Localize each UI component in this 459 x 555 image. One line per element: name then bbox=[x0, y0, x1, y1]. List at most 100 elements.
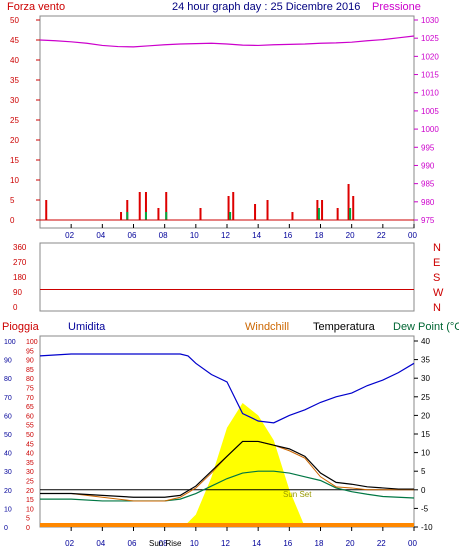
rain-tick-label: 80 bbox=[26, 376, 34, 383]
wind-x-axis-ticks: 02 04 06 08 10 12 14 16 18 20 22 00 bbox=[65, 224, 417, 240]
temp-tick-label: -5 bbox=[421, 504, 429, 513]
temp-x-axis-ticks: 02 04 06 08 10 12 14 16 18 20 22 00 bbox=[65, 527, 417, 548]
gust-bar bbox=[232, 192, 235, 220]
gust-bar bbox=[120, 212, 123, 220]
x-tick-label: 18 bbox=[315, 539, 324, 548]
humidity-tick-label: 0 bbox=[4, 525, 8, 532]
legend-temperatura: Temperatura bbox=[313, 321, 376, 333]
x-tick-label: 06 bbox=[128, 231, 137, 240]
rain-tick-label: 10 bbox=[26, 506, 34, 513]
compass-label: N bbox=[433, 302, 441, 314]
x-tick-label: 00 bbox=[408, 539, 417, 548]
rain-tick-label: 70 bbox=[26, 395, 34, 402]
pressure-axis-label: Pressione bbox=[372, 1, 421, 13]
x-tick-label: 14 bbox=[252, 539, 261, 548]
x-tick-label: 04 bbox=[96, 539, 105, 548]
x-tick-label: 18 bbox=[315, 231, 324, 240]
direction-tick-label: 270 bbox=[13, 258, 27, 267]
direction-tick-label: 180 bbox=[13, 273, 27, 282]
wind-tick-label: 25 bbox=[10, 116, 19, 125]
wind-tick-label: 40 bbox=[10, 56, 19, 65]
gust-bar bbox=[352, 196, 355, 220]
pressure-tick-label: 980 bbox=[421, 198, 435, 207]
x-tick-label: 20 bbox=[346, 539, 355, 548]
rain-tick-label: 35 bbox=[26, 460, 34, 467]
rain-tick-label: 90 bbox=[26, 358, 34, 365]
legend-pioggia: Pioggia bbox=[2, 321, 40, 333]
humidity-tick-label: 60 bbox=[4, 413, 12, 420]
gust-bar bbox=[45, 200, 48, 220]
gust-bar bbox=[126, 200, 129, 220]
direction-tick-label: 0 bbox=[13, 303, 18, 312]
x-tick-label: 10 bbox=[190, 231, 199, 240]
temp-tick-label: 10 bbox=[421, 449, 430, 458]
rain-tick-label: 65 bbox=[26, 404, 34, 411]
temperature-series-line bbox=[40, 440, 414, 498]
speed-bar bbox=[317, 208, 320, 220]
rain-tick-label: 20 bbox=[26, 488, 34, 495]
pressure-axis-ticks: 975 980 985 990 995 1000 1005 1010 1015 1020 1025 1… bbox=[414, 16, 439, 225]
humidity-tick-label: 80 bbox=[4, 376, 12, 383]
pressure-tick-label: 995 bbox=[421, 143, 435, 152]
pressure-tick-label: 1020 bbox=[421, 52, 439, 61]
direction-tick-label: 90 bbox=[13, 288, 22, 297]
wind-direction-panel bbox=[39, 242, 415, 312]
pressure-tick-label: 1030 bbox=[421, 16, 439, 25]
sunset-label: Sun Set bbox=[283, 490, 312, 499]
rain-tick-label: 100 bbox=[26, 339, 38, 346]
compass-label: W bbox=[433, 287, 444, 299]
speed-bar bbox=[126, 212, 129, 220]
rain-tick-label: 85 bbox=[26, 367, 34, 374]
x-tick-label: 22 bbox=[377, 231, 386, 240]
temp-tick-label: 5 bbox=[421, 467, 426, 476]
humidity-tick-label: 30 bbox=[4, 469, 12, 476]
compass-label: N bbox=[433, 242, 441, 254]
wind-tick-label: 0 bbox=[10, 216, 15, 225]
pressure-tick-label: 1005 bbox=[421, 107, 439, 116]
gust-bar bbox=[165, 192, 168, 220]
sunrise-label: Sun Rise bbox=[149, 539, 182, 548]
solar-area bbox=[183, 403, 305, 527]
temp-tick-label: 35 bbox=[421, 356, 430, 365]
direction-tick-label: 360 bbox=[13, 243, 27, 252]
wind-tick-label: 45 bbox=[10, 36, 19, 45]
gust-bar bbox=[227, 196, 230, 220]
humidity-tick-label: 20 bbox=[4, 488, 12, 495]
wind-tick-label: 10 bbox=[10, 176, 19, 185]
wind-tick-label: 30 bbox=[10, 96, 19, 105]
pressure-tick-label: 1025 bbox=[421, 34, 439, 43]
legend-umidita: Umidita bbox=[68, 321, 106, 333]
speed-bar bbox=[144, 212, 147, 220]
gust-bar bbox=[157, 208, 160, 220]
humidity-tick-label: 70 bbox=[4, 395, 12, 402]
compass-label: E bbox=[433, 257, 440, 269]
legend-windchill: Windchill bbox=[245, 321, 289, 333]
rain-tick-label: 40 bbox=[26, 451, 34, 458]
legend-dewpoint: Dew Point (°C bbox=[393, 321, 459, 333]
wind-tick-label: 15 bbox=[10, 156, 19, 165]
gust-bar bbox=[266, 200, 269, 220]
humidity-series-line bbox=[39, 353, 415, 424]
wind-axis-label: Forza vento bbox=[7, 1, 65, 13]
humidity-tick-label: 100 bbox=[4, 339, 16, 346]
compass-label: S bbox=[433, 272, 440, 284]
wind-pressure-panel bbox=[39, 15, 415, 229]
wind-bars bbox=[45, 184, 355, 220]
gust-bar bbox=[138, 192, 141, 220]
temp-tick-label: 40 bbox=[421, 337, 430, 346]
wind-tick-label: 5 bbox=[10, 196, 15, 205]
pressure-series-line bbox=[39, 35, 415, 48]
rain-tick-label: 55 bbox=[26, 423, 34, 430]
speed-bar bbox=[349, 208, 352, 220]
wind-tick-label: 50 bbox=[10, 16, 19, 25]
x-tick-label: 16 bbox=[283, 231, 292, 240]
humidity-tick-label: 10 bbox=[4, 506, 12, 513]
direction-axis-ticks: 0 90 180 270 360 bbox=[13, 243, 27, 312]
x-tick-label: 14 bbox=[252, 231, 261, 240]
pressure-tick-label: 1010 bbox=[421, 89, 439, 98]
x-tick-label: 20 bbox=[346, 231, 355, 240]
speed-bar bbox=[229, 212, 232, 220]
gust-bar bbox=[321, 200, 324, 220]
